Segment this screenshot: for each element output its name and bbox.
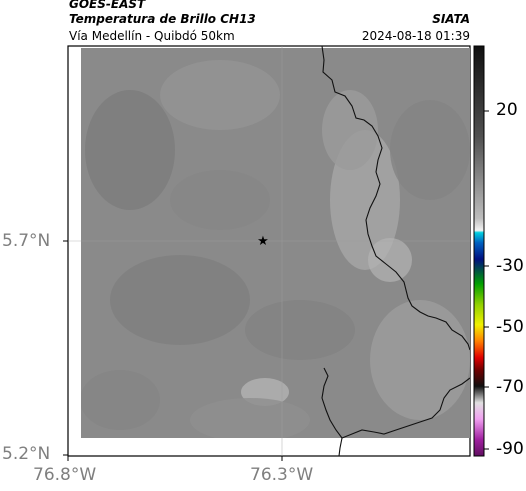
lat-tick-label: 5.2°N [2, 444, 51, 464]
colorbar-tick-label: 20 [496, 100, 518, 120]
colorbar-tick-label: -30 [496, 256, 524, 276]
lat-tick-label: 5.7°N [2, 231, 51, 251]
satellite-title: GOES-EAST [69, 0, 146, 11]
boundary-line [321, 367, 343, 439]
region-subtitle: Vía Medellín - Quibdó 50km [69, 29, 235, 43]
agency-label: SIATA [432, 12, 470, 26]
boundary-line [321, 45, 471, 351]
datetime-label: 2024-08-18 01:39 [361, 29, 470, 43]
colorbar-tick-label: -90 [496, 439, 524, 459]
brightness-temperature-field [81, 48, 470, 438]
star-icon: ★ [257, 234, 269, 249]
lon-tick-label: 76.3°W [250, 465, 314, 485]
boundary-line [338, 377, 471, 457]
lon-tick-label: 76.8°W [33, 465, 97, 485]
colorbar [473, 45, 489, 457]
colorbar-tick-label: -70 [496, 377, 524, 397]
colorbar-tick-label: -50 [496, 317, 524, 337]
graticule [68, 46, 470, 456]
product-title: Temperatura de Brillo CH13 [69, 12, 256, 26]
axis-ticks [63, 240, 283, 461]
